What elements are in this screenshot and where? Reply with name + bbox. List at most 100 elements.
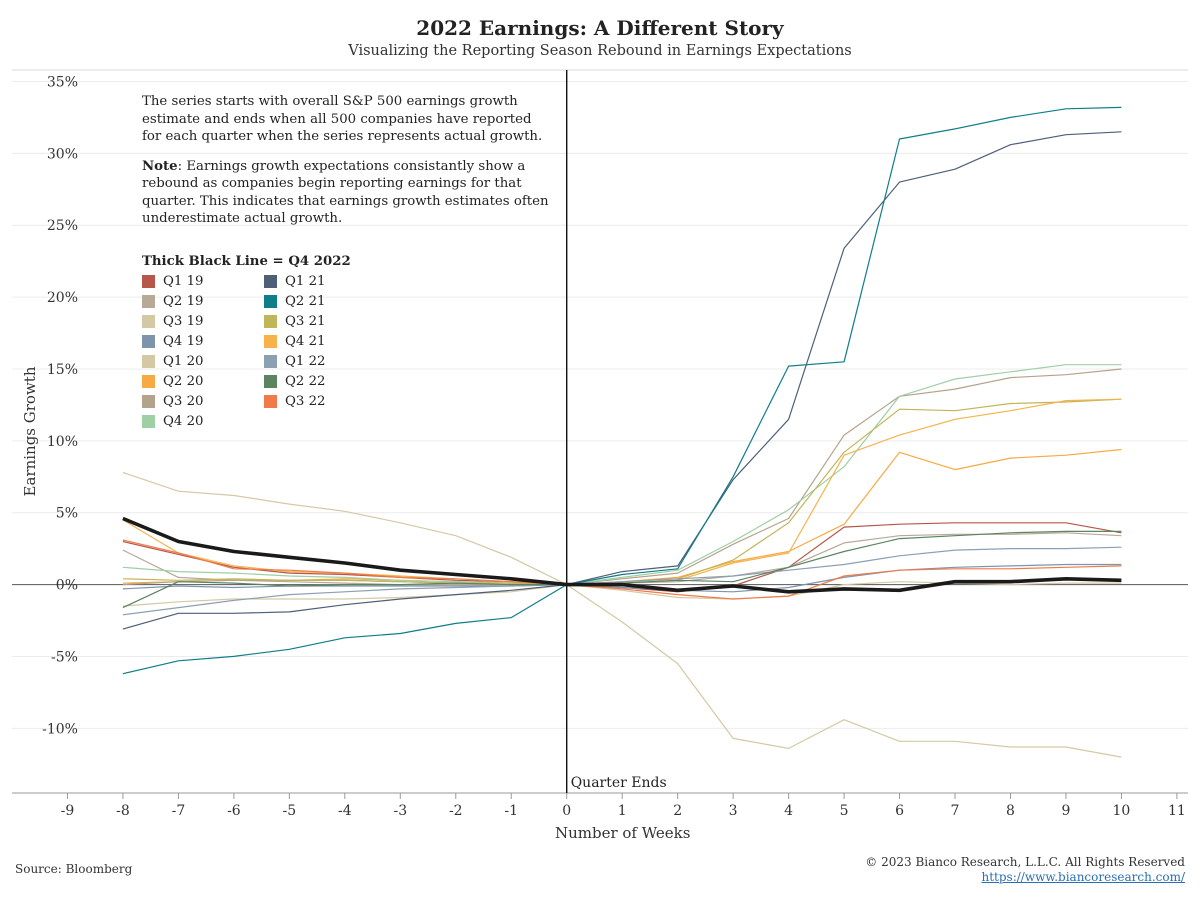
series-line-q1-22 [122, 546, 1122, 616]
x-tick-label: -8 [116, 803, 130, 819]
x-tick-label: 10 [1113, 803, 1131, 819]
annotation-note: The series starts with overall S&P 500 e… [142, 93, 552, 240]
legend-label: Q1 21 [285, 273, 326, 289]
legend-label: Q2 22 [285, 373, 326, 389]
x-tick-label: -1 [504, 803, 518, 819]
legend-label: Q3 19 [163, 313, 204, 329]
x-tick-label: -5 [283, 803, 297, 819]
legend-label: Q1 22 [285, 353, 326, 369]
legend-item-q3-20: Q3 20 [142, 391, 264, 411]
series-line-q4-20 [122, 364, 1122, 586]
legend-label: Q4 19 [163, 333, 204, 349]
x-tick-label: -3 [393, 803, 407, 819]
legend-swatch [264, 354, 277, 368]
legend-item-q3-19: Q3 19 [142, 311, 264, 331]
y-tick-label: 20% [47, 290, 78, 306]
y-tick-label: 30% [47, 146, 78, 162]
legend-label: Q3 20 [163, 393, 204, 409]
legend-label: Q4 21 [285, 333, 326, 349]
legend-label: Q2 21 [285, 293, 326, 309]
legend-item-q4-20: Q4 20 [142, 411, 264, 431]
chart-subtitle: Visualizing the Reporting Season Rebound… [348, 43, 852, 59]
quarter-ends-label: Quarter Ends [571, 775, 667, 791]
series-line-q1-21 [122, 131, 1122, 630]
chart-title: 2022 Earnings: A Different Story [416, 16, 784, 40]
x-tick-label: -4 [338, 803, 352, 819]
x-axis-label: Number of Weeks [555, 824, 691, 842]
x-tick-label: -2 [449, 803, 463, 819]
x-tick-label: 2 [673, 803, 682, 819]
x-tick-label: 9 [1062, 803, 1071, 819]
legend-item-q4-21: Q4 21 [264, 331, 386, 351]
legend-item-q1-19: Q1 19 [142, 271, 264, 291]
legend-label: Q1 19 [163, 273, 204, 289]
y-tick-label: 25% [47, 218, 78, 234]
legend-label: Q2 20 [163, 373, 204, 389]
note-label: Note [142, 158, 178, 174]
legend-item-q2-22: Q2 22 [264, 371, 386, 391]
legend-swatch [142, 394, 155, 408]
series-line-q2-21 [122, 106, 1122, 675]
series-lines [122, 106, 1122, 758]
tick-labels: -10% -5% 0% 5% 10% 15% 20% 25% 30% 35% -9 -8 -7 -6 -5 -… [42, 74, 1186, 819]
legend-label: Q3 22 [285, 393, 326, 409]
series-line-q2-20 [122, 448, 1122, 586]
legend-item-q3-22: Q3 22 [264, 391, 386, 411]
legend-swatch [264, 374, 277, 388]
legend: Thick Black Line = Q4 2022 Q1 19 Q2 19 Q3 … [142, 254, 386, 431]
y-tick-label: -10% [42, 721, 78, 737]
legend-item-q2-19: Q2 19 [142, 291, 264, 311]
y-axis-label: Earnings Growth [21, 366, 39, 496]
series-line-q3-22 [122, 539, 1122, 600]
x-tick-label: 4 [784, 803, 793, 819]
series-line-q4-2022 [122, 516, 1122, 594]
legend-swatch [142, 354, 155, 368]
legend-swatch [142, 374, 155, 388]
copyright-block: © 2023 Bianco Research, L.L.C. All Right… [865, 855, 1185, 885]
legend-label: Q1 20 [163, 353, 204, 369]
legend-item-q2-20: Q2 20 [142, 371, 264, 391]
legend-swatch [142, 314, 155, 328]
legend-swatch [264, 314, 277, 328]
legend-swatch [142, 414, 155, 428]
copyright-text: © 2023 Bianco Research, L.L.C. All Right… [865, 855, 1185, 869]
x-tick-label: 0 [562, 803, 571, 819]
y-tick-label: 0% [56, 578, 78, 594]
source-note: Source: Bloomberg [15, 862, 133, 876]
legend-items: Q1 19 Q2 19 Q3 19 Q4 19 Q1 20 Q2 20 Q3 20 Q4 20… [142, 271, 386, 431]
x-tick-label: 6 [895, 803, 904, 819]
x-tick-label: 5 [840, 803, 849, 819]
x-tick-label: 8 [1006, 803, 1015, 819]
legend-swatch [264, 394, 277, 408]
legend-swatch [264, 334, 277, 348]
legend-label: Q3 21 [285, 313, 326, 329]
legend-swatch [142, 294, 155, 308]
legend-item-q1-21: Q1 21 [264, 271, 386, 291]
x-tick-label: 7 [951, 803, 960, 819]
x-tick-label: -7 [172, 803, 186, 819]
legend-swatch [142, 334, 155, 348]
legend-item-q2-21: Q2 21 [264, 291, 386, 311]
y-tick-label: 35% [47, 74, 78, 90]
y-tick-label: 10% [47, 434, 78, 450]
legend-item-q1-22: Q1 22 [264, 351, 386, 371]
legend-swatch [264, 294, 277, 308]
series-line-q1-20 [122, 471, 1122, 758]
legend-title: Thick Black Line = Q4 2022 [142, 254, 351, 269]
legend-label: Q2 19 [163, 293, 204, 309]
x-tick-label: -9 [61, 803, 75, 819]
note-text: : Earnings growth expectations consistan… [142, 158, 549, 227]
legend-label: Q4 20 [163, 413, 204, 429]
x-tick-label: 11 [1168, 803, 1186, 819]
y-tick-label: 5% [56, 506, 78, 522]
note-paragraph-1: The series starts with overall S&P 500 e… [142, 94, 543, 144]
y-tick-label: 15% [47, 362, 78, 378]
legend-swatch [264, 274, 277, 288]
x-tick-label: -6 [227, 803, 241, 819]
y-tick-label: -5% [51, 649, 78, 665]
note-paragraph-2: Note: Earnings growth expectations consi… [142, 158, 552, 228]
legend-swatch [142, 274, 155, 288]
x-tick-label: 1 [618, 803, 627, 819]
website-link[interactable]: https://www.biancoresearch.com/ [981, 870, 1185, 884]
